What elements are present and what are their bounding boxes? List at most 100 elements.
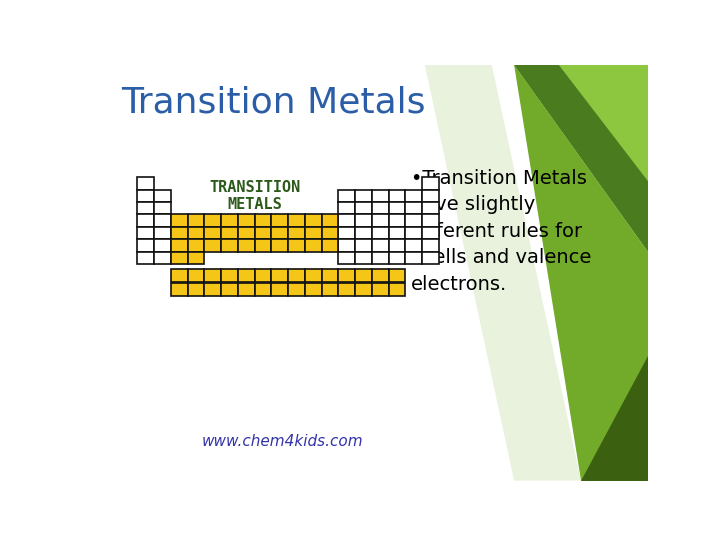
Bar bbox=[389, 252, 405, 265]
Bar bbox=[355, 190, 372, 202]
Bar bbox=[422, 227, 438, 239]
Bar bbox=[372, 214, 389, 227]
Text: •Transition Metals
have slightly
different rules for
shells and valence
electron: •Transition Metals have slightly differe… bbox=[411, 168, 591, 294]
Text: www.chem4kids.com: www.chem4kids.com bbox=[202, 434, 364, 449]
Bar bbox=[305, 284, 322, 296]
Bar bbox=[372, 252, 389, 265]
Bar bbox=[338, 239, 355, 252]
Bar bbox=[204, 227, 221, 239]
Bar bbox=[138, 214, 154, 227]
Bar bbox=[338, 214, 355, 227]
Bar bbox=[338, 284, 355, 296]
Bar bbox=[405, 252, 422, 265]
Bar bbox=[288, 239, 305, 252]
Polygon shape bbox=[581, 356, 648, 481]
Bar bbox=[221, 284, 238, 296]
Bar bbox=[389, 284, 405, 296]
Bar bbox=[372, 190, 389, 202]
Bar bbox=[389, 269, 405, 282]
Bar bbox=[338, 190, 355, 202]
Bar bbox=[338, 227, 355, 239]
Bar bbox=[188, 227, 204, 239]
Bar bbox=[221, 227, 238, 239]
Bar bbox=[389, 227, 405, 239]
Bar bbox=[355, 284, 372, 296]
Bar bbox=[255, 214, 271, 227]
Bar bbox=[188, 252, 204, 265]
Bar bbox=[271, 227, 288, 239]
Bar bbox=[305, 269, 322, 282]
Bar bbox=[322, 214, 338, 227]
Bar bbox=[389, 239, 405, 252]
Bar bbox=[154, 214, 171, 227]
Bar bbox=[355, 252, 372, 265]
Bar bbox=[322, 239, 338, 252]
Bar bbox=[338, 202, 355, 214]
Bar bbox=[255, 269, 271, 282]
Bar bbox=[322, 269, 338, 282]
Polygon shape bbox=[425, 65, 581, 481]
Text: Transition Metals: Transition Metals bbox=[121, 85, 426, 119]
Bar bbox=[171, 227, 188, 239]
Bar bbox=[238, 227, 255, 239]
Bar bbox=[221, 214, 238, 227]
Bar bbox=[322, 284, 338, 296]
Bar bbox=[154, 239, 171, 252]
Bar bbox=[221, 269, 238, 282]
Bar bbox=[288, 269, 305, 282]
Bar bbox=[372, 202, 389, 214]
Bar bbox=[154, 227, 171, 239]
Bar bbox=[138, 177, 154, 190]
Bar bbox=[372, 284, 389, 296]
Bar bbox=[255, 284, 271, 296]
Bar bbox=[405, 202, 422, 214]
Bar bbox=[255, 239, 271, 252]
Bar bbox=[138, 239, 154, 252]
Bar bbox=[355, 239, 372, 252]
Bar bbox=[188, 239, 204, 252]
Bar bbox=[138, 227, 154, 239]
Bar bbox=[238, 214, 255, 227]
Bar bbox=[154, 190, 171, 202]
Bar bbox=[138, 202, 154, 214]
Bar bbox=[271, 269, 288, 282]
Bar bbox=[405, 227, 422, 239]
Bar bbox=[405, 190, 422, 202]
Bar bbox=[288, 214, 305, 227]
Bar bbox=[372, 269, 389, 282]
Bar bbox=[305, 214, 322, 227]
Bar bbox=[389, 190, 405, 202]
Bar bbox=[138, 190, 154, 202]
Bar bbox=[171, 214, 188, 227]
Bar bbox=[188, 214, 204, 227]
Bar bbox=[154, 202, 171, 214]
Bar bbox=[221, 239, 238, 252]
Bar bbox=[204, 239, 221, 252]
Bar bbox=[171, 239, 188, 252]
Bar bbox=[422, 252, 438, 265]
Bar bbox=[422, 202, 438, 214]
Bar bbox=[338, 252, 355, 265]
Bar bbox=[389, 202, 405, 214]
Bar bbox=[171, 252, 188, 265]
Bar bbox=[271, 284, 288, 296]
Bar bbox=[204, 269, 221, 282]
Bar bbox=[338, 269, 355, 282]
Bar bbox=[355, 269, 372, 282]
Bar bbox=[322, 227, 338, 239]
Polygon shape bbox=[514, 65, 648, 252]
Bar bbox=[422, 177, 438, 190]
Bar bbox=[238, 284, 255, 296]
Bar bbox=[305, 227, 322, 239]
Bar bbox=[422, 239, 438, 252]
Bar bbox=[238, 269, 255, 282]
Bar bbox=[355, 202, 372, 214]
Bar bbox=[204, 284, 221, 296]
Bar bbox=[271, 214, 288, 227]
Polygon shape bbox=[514, 65, 648, 481]
Bar bbox=[171, 269, 188, 282]
Bar bbox=[372, 227, 389, 239]
Bar bbox=[405, 214, 422, 227]
Bar bbox=[422, 214, 438, 227]
Bar bbox=[188, 284, 204, 296]
